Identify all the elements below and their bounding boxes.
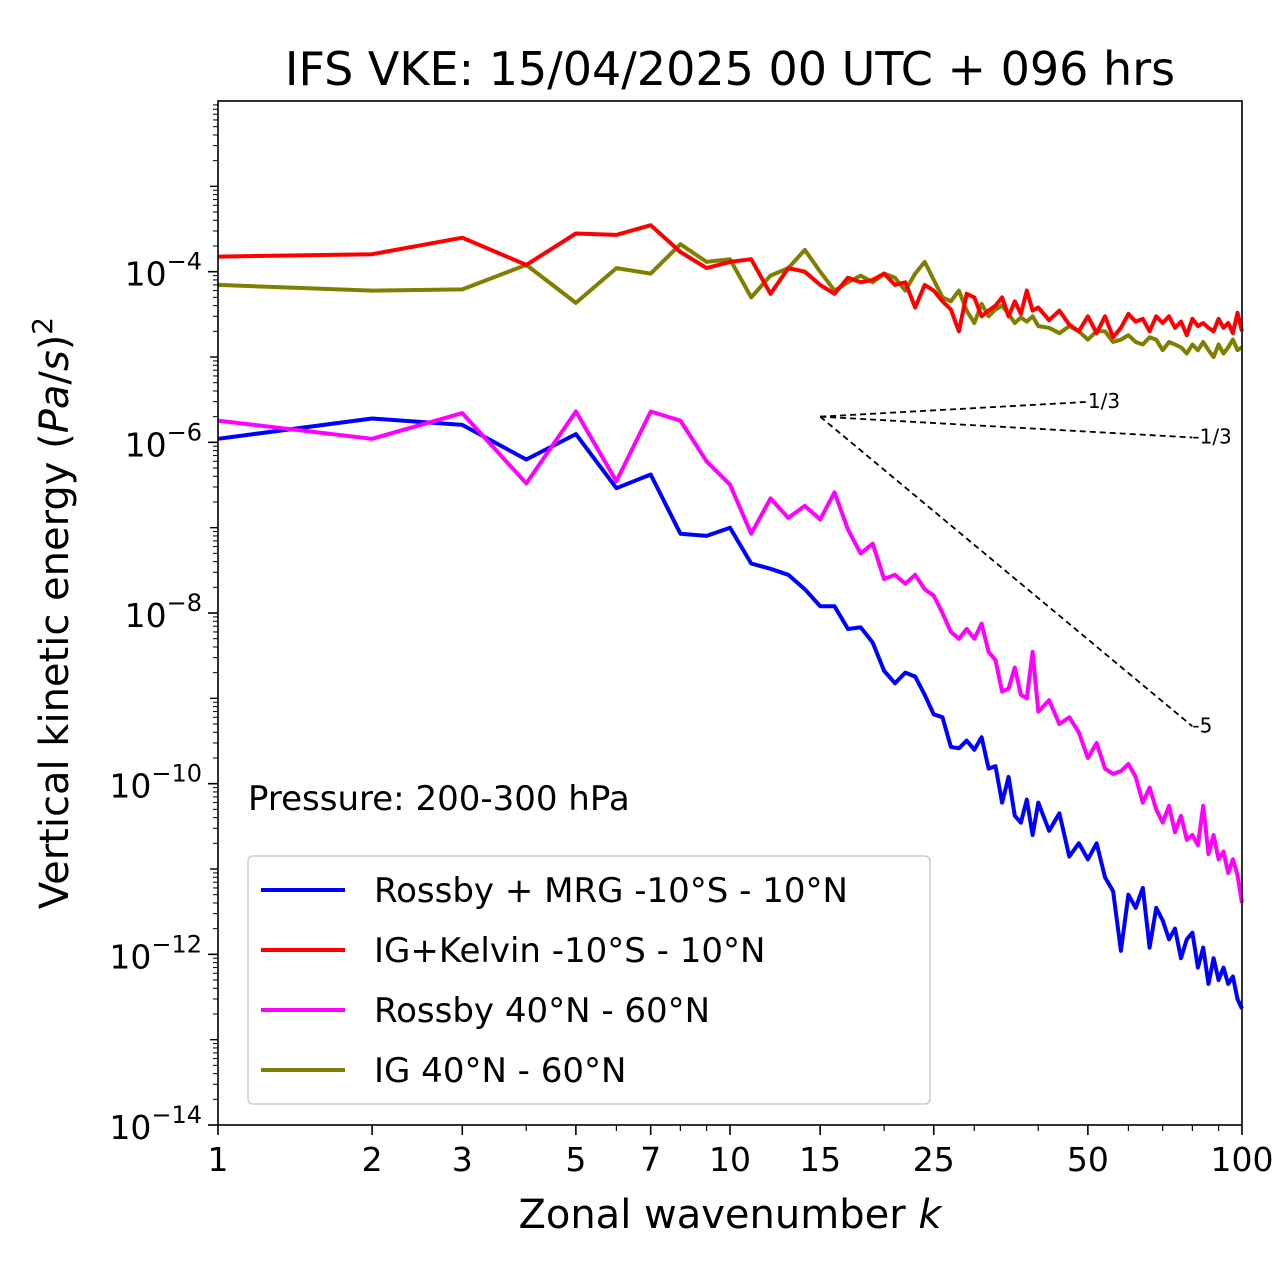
y-axis-label: Vertical kinetic energy (Pa/s)2 [26,317,78,909]
slope-label-0: 1/3 [1088,389,1120,413]
series-line-1 [217,223,1244,340]
y-axis-ticks: 10−14 10−12 10−10 10−8 10−6 10−4 [109,104,218,1147]
x-tick-label-5: 10 [709,1140,751,1179]
legend-label-0: Rossby + MRG -10°S - 10°N [374,871,848,911]
legend-box [247,855,931,1105]
legend-label-1: IG+Kelvin -10°S - 10°N [374,931,765,971]
y-tick-label-1: 10−12 [109,930,202,976]
x-tick-label-1: 2 [362,1140,383,1179]
x-axis-label: Zonal wavenumber k [518,1192,943,1238]
series-line-0 [217,416,1244,1010]
slope-line-0 [820,400,1088,418]
series-line-3 [217,242,1244,359]
series-line-2 [217,409,1244,904]
pressure-annotation: Pressure: 200-300 hPa [248,779,630,819]
x-tick-label-9: 100 [1211,1140,1274,1179]
y-tick-label-4: 10−6 [125,418,202,464]
series-layer [217,223,1244,1010]
legend-items: Rossby + MRG -10°S - 10°N IG+Kelvin -10°S… [261,871,848,1091]
slope-label-1: -1/3 [1192,424,1231,448]
x-tick-label-7: 25 [913,1140,955,1179]
x-tick-label-4: 7 [640,1140,661,1179]
slope-line-2 [819,415,1193,728]
y-tick-label-2: 10−10 [109,760,202,806]
slope-label-2: -5 [1192,713,1212,737]
x-tick-label-6: 15 [799,1140,841,1179]
chart-title: IFS VKE: 15/04/2025 00 UTC + 096 hrs [285,42,1175,96]
reference-slopes: 1/3 -1/3 -5 [819,389,1232,737]
slope-line-1 [820,415,1193,439]
y-tick-label-3: 10−8 [125,589,202,635]
y-tick-label-5: 10−4 [125,248,202,294]
x-tick-label-3: 5 [565,1140,586,1179]
x-tick-label-8: 50 [1067,1140,1109,1179]
legend-label-3: IG 40°N - 60°N [374,1051,626,1091]
x-tick-label-0: 1 [208,1140,229,1179]
x-axis-ticks: 1 2 3 5 7 10 15 25 50 100 [208,1125,1274,1179]
x-tick-label-2: 3 [452,1140,473,1179]
legend-label-2: Rossby 40°N - 60°N [374,991,710,1031]
legend: Rossby + MRG -10°S - 10°N IG+Kelvin -10°S… [247,855,931,1105]
y-tick-label-0: 10−14 [109,1101,202,1147]
